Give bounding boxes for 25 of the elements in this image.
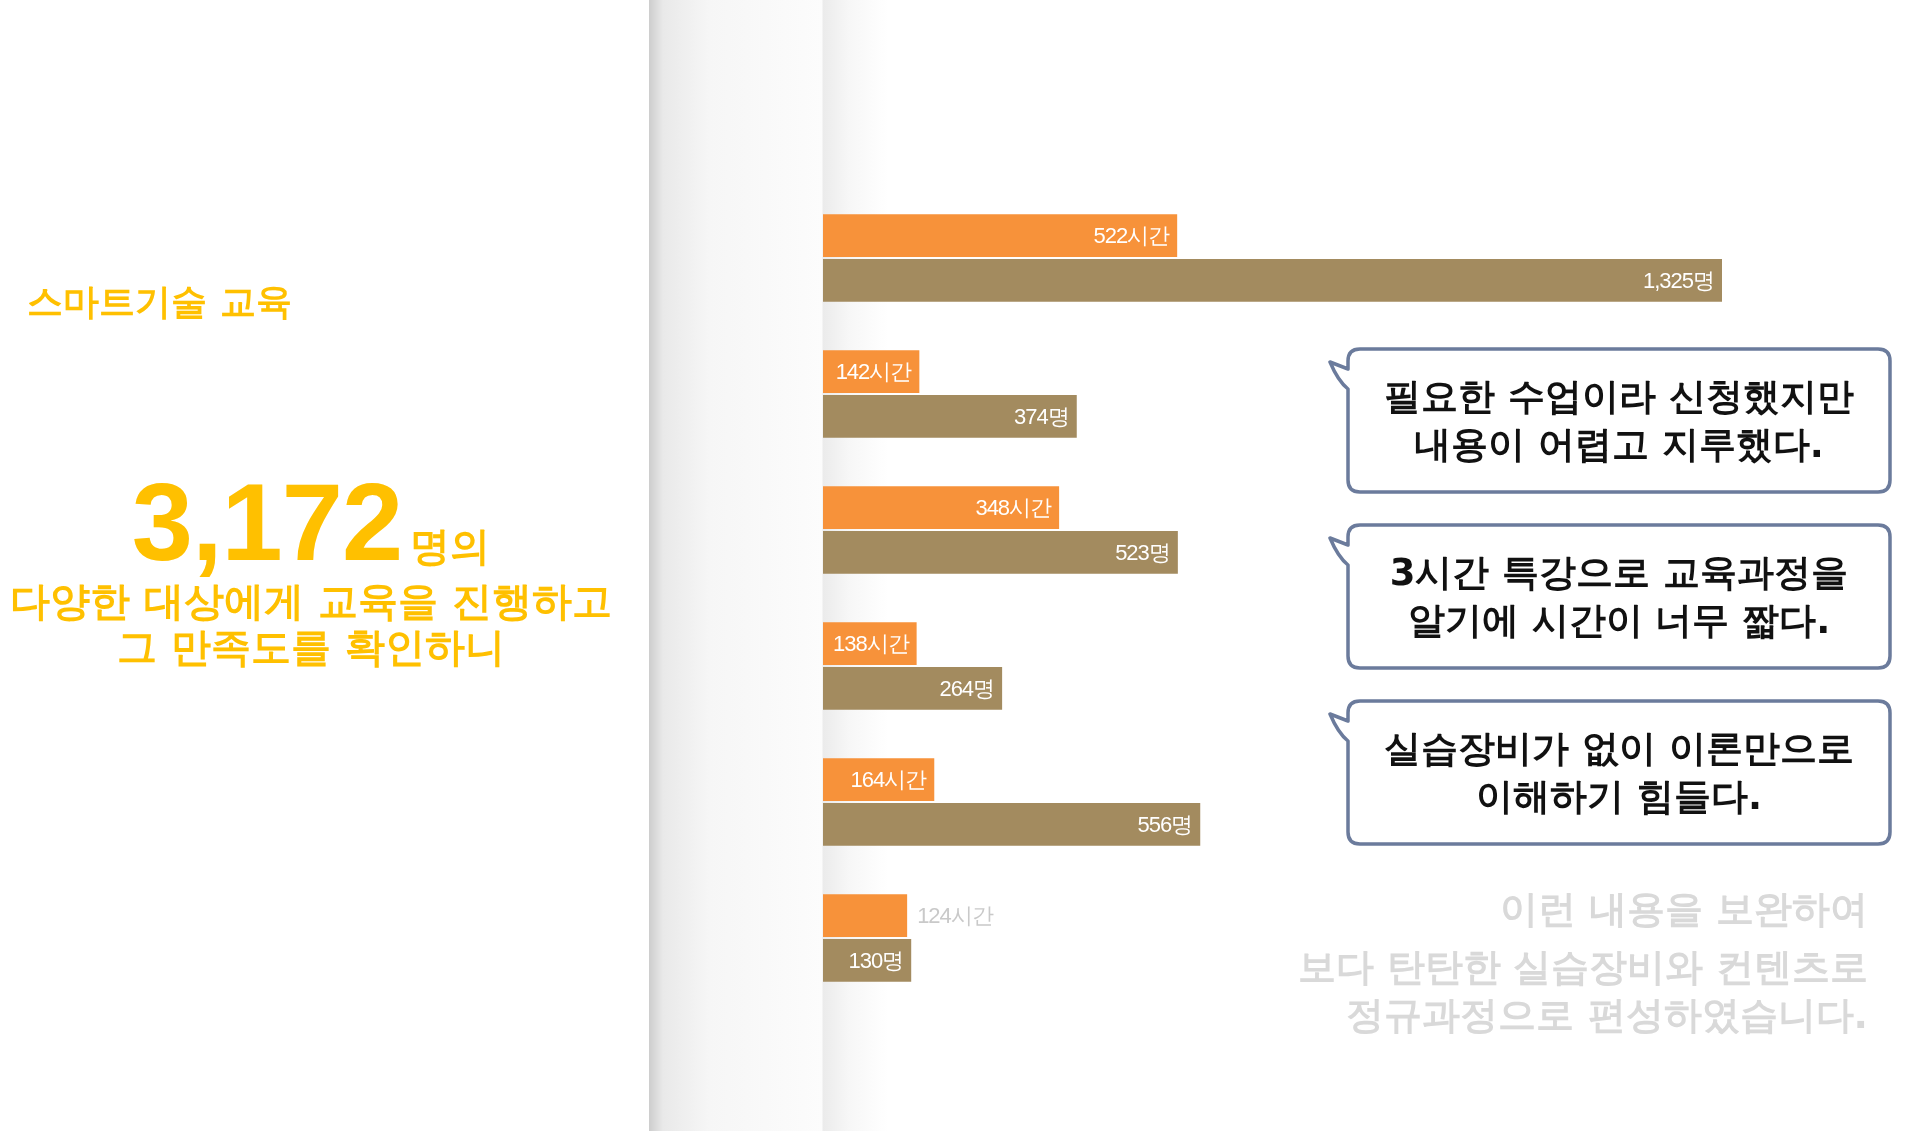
data-label: 142시간 <box>835 358 913 384</box>
annotation: 필요한 수업이라 신청했지만 내용이 어렵고 지루했다. <box>1383 373 1855 468</box>
data-label: 522시간 <box>1093 222 1171 248</box>
text: 스마트기술 교육 <box>27 280 292 324</box>
bar <box>823 214 1178 257</box>
bar <box>823 395 1077 438</box>
bar <box>823 894 908 937</box>
text: 명의 <box>410 522 491 570</box>
annotation: 3시간 특강으로 교육과정을 알기에 시간이 너무 짧다. <box>1388 549 1850 644</box>
bar <box>823 486 1060 529</box>
text: 그 만족도를 확인하니 <box>117 624 505 670</box>
data-label: 164시간 <box>850 766 928 792</box>
data-label: 556명 <box>1137 811 1193 837</box>
data-label: 523명 <box>1115 539 1170 565</box>
data-label: 138시간 <box>832 630 910 656</box>
data-label: 1,325명 <box>1642 267 1714 293</box>
data-label: 264명 <box>939 675 995 701</box>
data-label: 348시간 <box>975 494 1053 520</box>
data-label: 130명 <box>848 947 904 973</box>
annotation: 실습장비가 없이 이론만으로 이해하기 힘들다. <box>1383 725 1855 820</box>
bar <box>823 803 1201 846</box>
bar <box>823 259 1722 302</box>
bar <box>823 531 1178 574</box>
bar <box>823 667 1003 710</box>
data-label: 374명 <box>1014 403 1069 429</box>
